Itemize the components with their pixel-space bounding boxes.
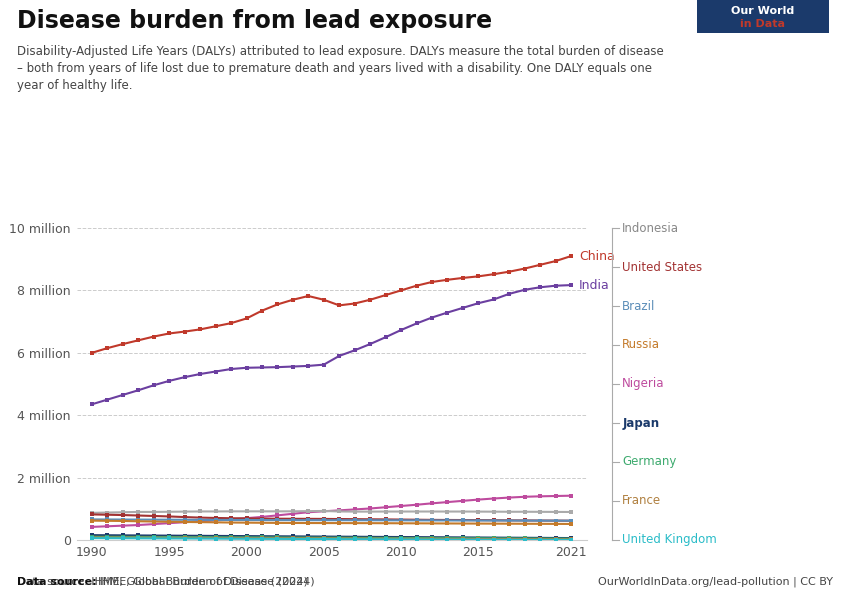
Text: Brazil: Brazil <box>622 299 655 313</box>
Text: Russia: Russia <box>622 338 660 352</box>
Text: Data source:: Data source: <box>17 577 100 587</box>
Text: in Data: in Data <box>740 19 785 29</box>
Text: Germany: Germany <box>622 455 677 469</box>
Text: Data source: IHME, Global Burden of Disease (2024): Data source: IHME, Global Burden of Dise… <box>17 577 308 587</box>
Text: Japan: Japan <box>622 416 660 430</box>
Text: France: France <box>622 494 661 508</box>
Text: United States: United States <box>622 260 702 274</box>
Text: Disability-Adjusted Life Years (DALYs) attributed to lead exposure. DALYs measur: Disability-Adjusted Life Years (DALYs) a… <box>17 45 664 92</box>
Text: OurWorldInData.org/lead-pollution | CC BY: OurWorldInData.org/lead-pollution | CC B… <box>598 576 833 587</box>
Text: Disease burden from lead exposure: Disease burden from lead exposure <box>17 9 492 33</box>
Text: Indonesia: Indonesia <box>622 221 679 235</box>
Text: United Kingdom: United Kingdom <box>622 533 717 547</box>
Text: India: India <box>579 278 609 292</box>
Text: IHME, Global Burden of Disease (2024): IHME, Global Burden of Disease (2024) <box>98 577 314 587</box>
Text: Our World: Our World <box>731 5 795 16</box>
Text: Nigeria: Nigeria <box>622 377 665 391</box>
Text: China: China <box>579 250 615 263</box>
